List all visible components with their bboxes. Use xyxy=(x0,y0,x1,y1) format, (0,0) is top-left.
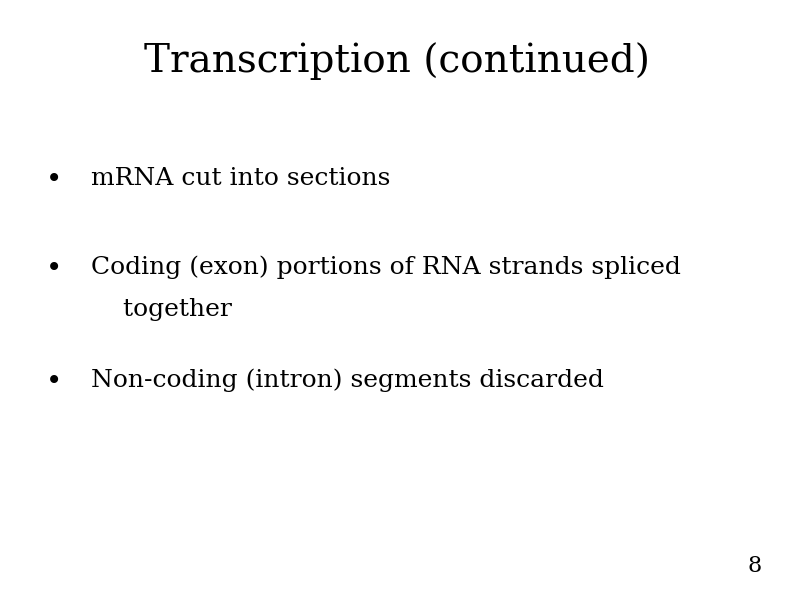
Text: •: • xyxy=(46,167,62,193)
Text: •: • xyxy=(46,369,62,396)
Text: Non-coding (intron) segments discarded: Non-coding (intron) segments discarded xyxy=(91,369,604,393)
Text: Transcription (continued): Transcription (continued) xyxy=(144,42,650,80)
Text: 8: 8 xyxy=(748,555,762,577)
Text: Coding (exon) portions of RNA strands spliced: Coding (exon) portions of RNA strands sp… xyxy=(91,256,681,280)
Text: mRNA cut into sections: mRNA cut into sections xyxy=(91,167,391,190)
Text: together: together xyxy=(91,298,232,321)
Text: •: • xyxy=(46,256,62,283)
